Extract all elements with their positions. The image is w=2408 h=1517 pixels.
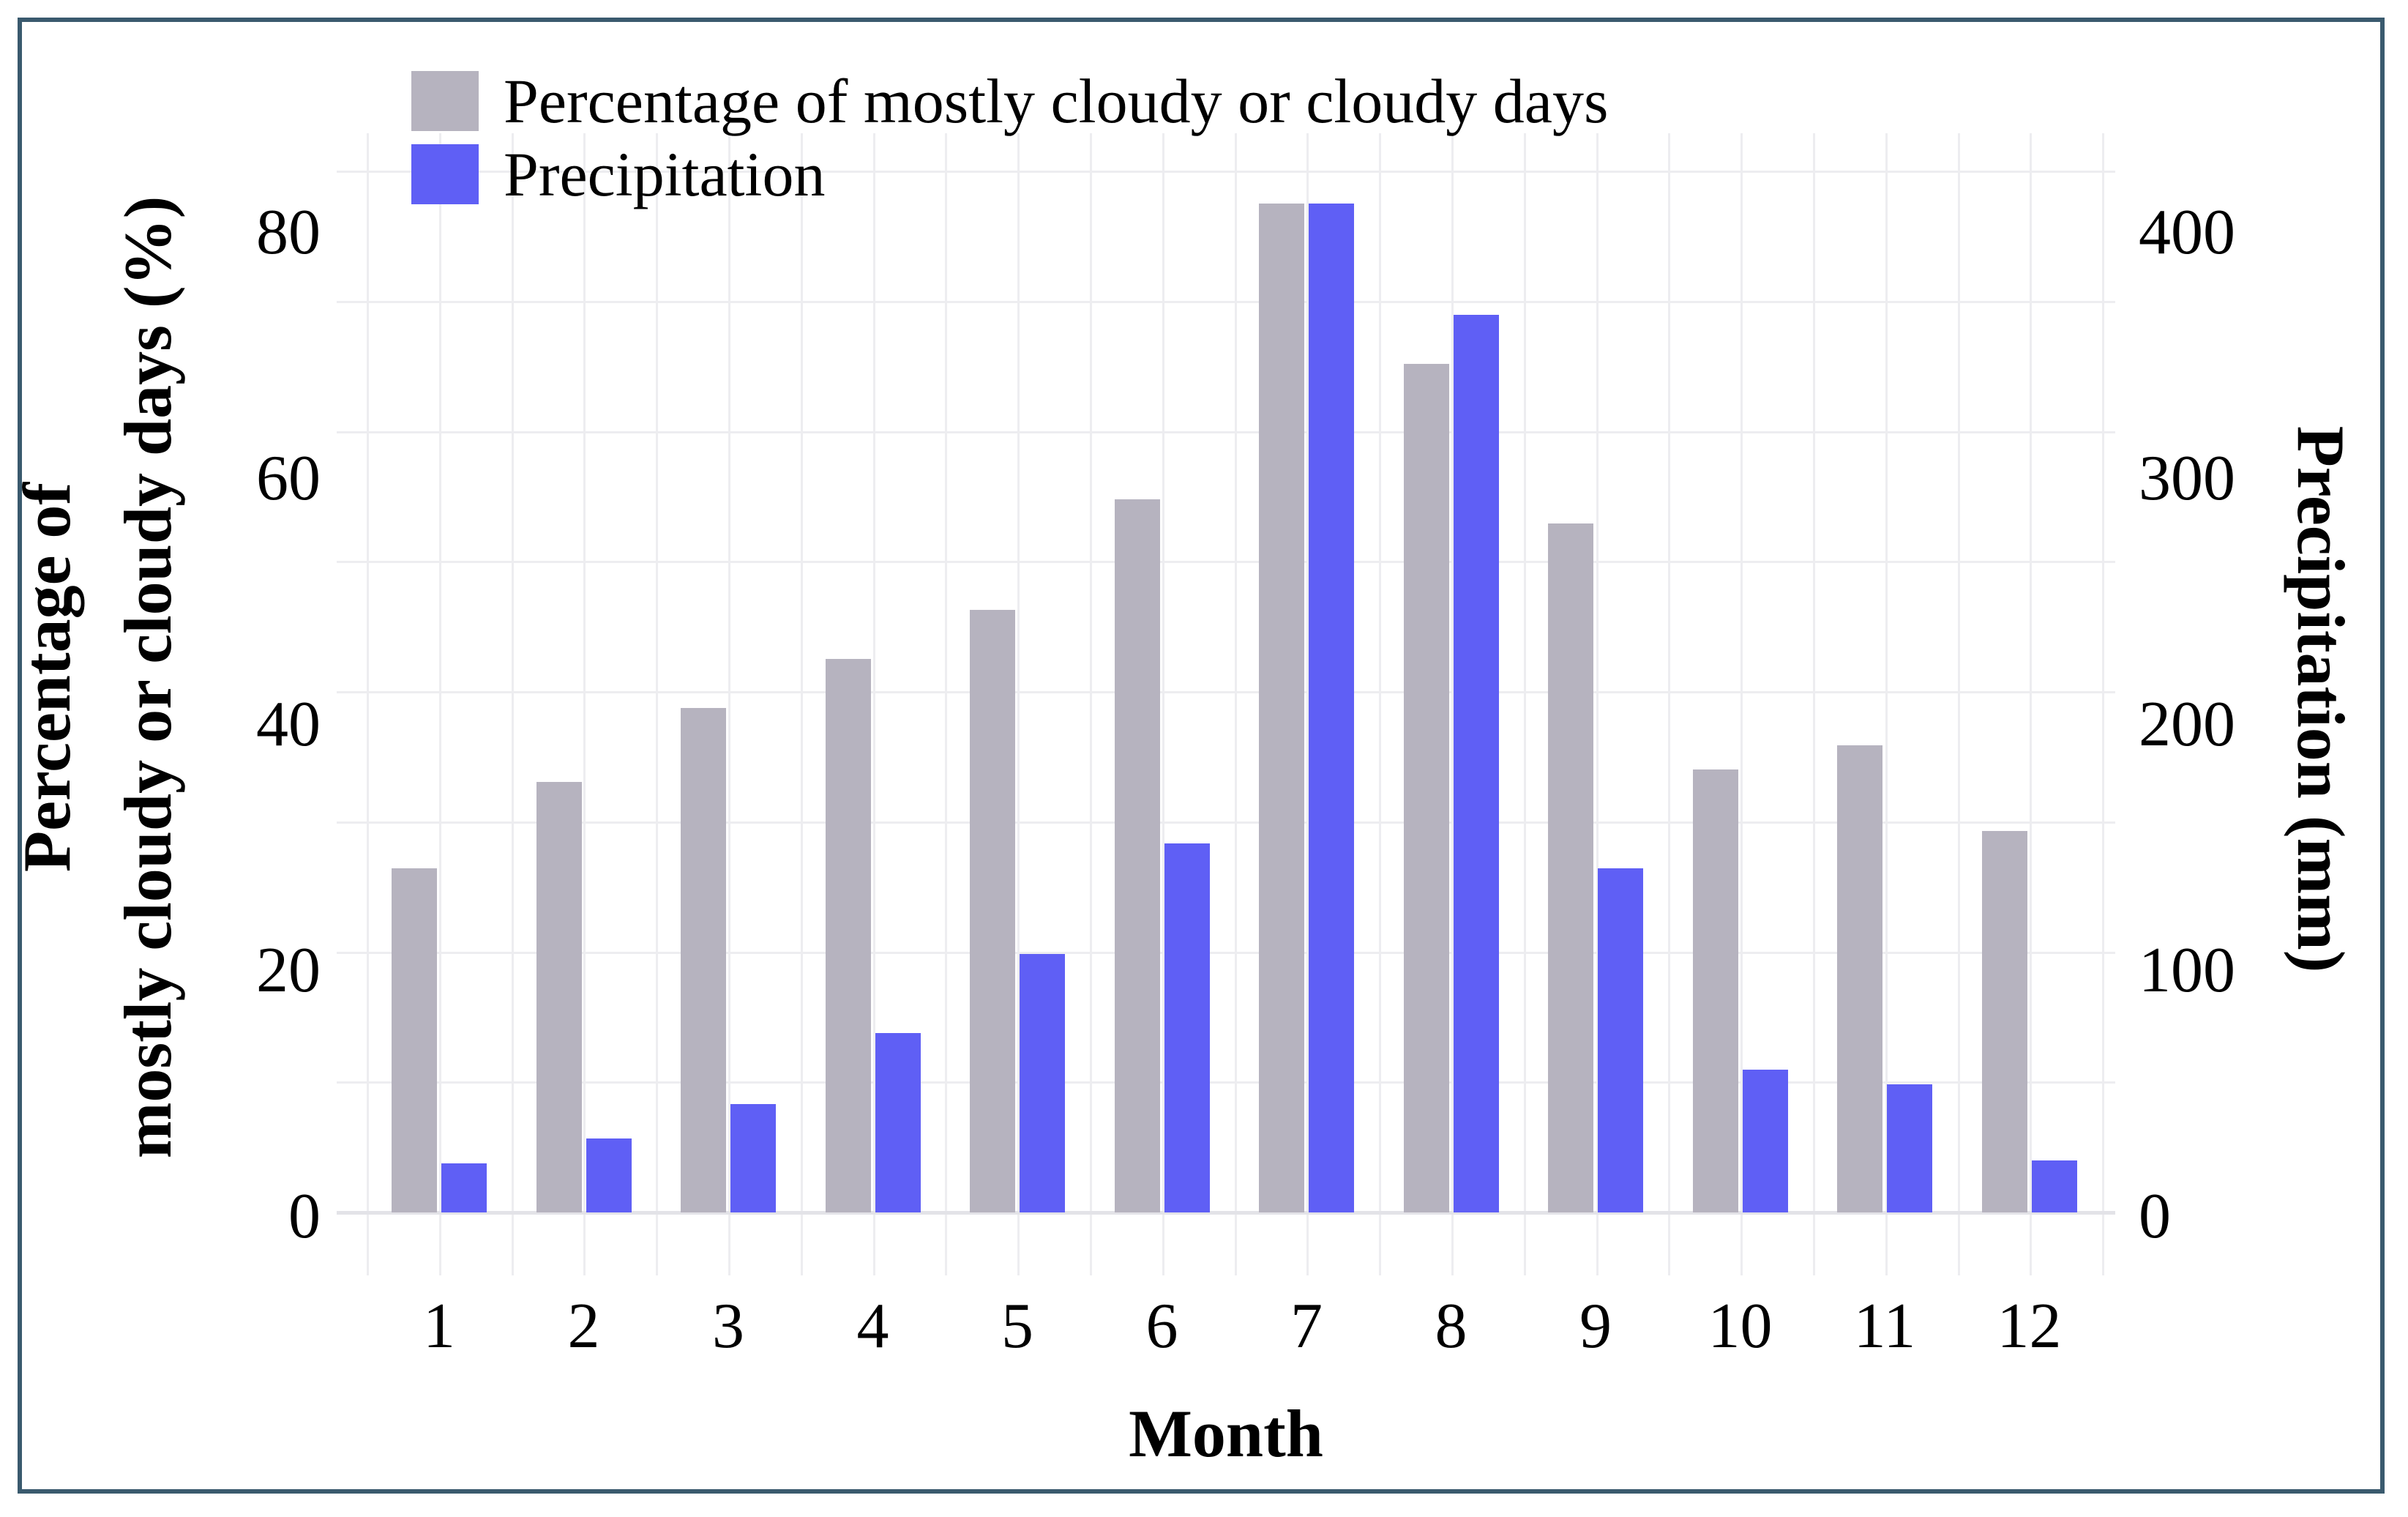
- grid-line-vertical: [1234, 133, 1237, 1275]
- grid-line-vertical: [1957, 133, 1960, 1275]
- x-tick-label-month-7: 7: [1290, 1291, 1323, 1362]
- bar-precipitation-month-1: [441, 1163, 487, 1212]
- grid-line-vertical: [800, 133, 803, 1275]
- right-axis-title: Precipitation (mm): [2284, 425, 2358, 973]
- grid-line-horizontal: [337, 951, 2115, 954]
- grid-line-vertical: [1885, 133, 1888, 1275]
- x-tick-label-month-11: 11: [1853, 1291, 1916, 1362]
- left-axis-title: Percentage of mostly cloudy or cloudy da…: [0, 128, 245, 1226]
- x-axis-baseline: [337, 1211, 2115, 1215]
- grid-line-horizontal: [337, 430, 2115, 433]
- grid-line-vertical: [1379, 133, 1382, 1275]
- left-axis-title-line2: mostly cloudy or cloudy days (%): [111, 195, 185, 1159]
- grid-line-vertical: [872, 133, 875, 1275]
- x-tick-label-month-9: 9: [1579, 1291, 1612, 1362]
- legend-swatch-cloudy-icon: [411, 71, 479, 131]
- grid-line-horizontal: [337, 171, 2115, 173]
- legend-item-precipitation: Precipitation: [411, 138, 1608, 211]
- legend-item-cloudy: Percentage of mostly cloudy or cloudy da…: [411, 64, 1608, 138]
- bar-precipitation-month-7: [1309, 204, 1354, 1212]
- left-axis-title-line1: Percentage of: [10, 482, 84, 873]
- x-tick-label-month-1: 1: [423, 1291, 455, 1362]
- bar-cloudy-month-6: [1114, 499, 1160, 1212]
- bar-precipitation-month-3: [730, 1104, 776, 1212]
- right-axis-tick-200: 200: [2139, 689, 2235, 760]
- x-tick-label-month-6: 6: [1145, 1291, 1178, 1362]
- x-tick-label-month-5: 5: [1001, 1291, 1033, 1362]
- x-tick-label-month-12: 12: [1997, 1291, 2062, 1362]
- grid-line-vertical: [583, 133, 586, 1275]
- right-axis-tick-0: 0: [2139, 1181, 2171, 1252]
- grid-line-vertical: [1596, 133, 1599, 1275]
- bar-cloudy-month-2: [536, 782, 582, 1212]
- grid-line-vertical: [1090, 133, 1092, 1275]
- bar-cloudy-month-3: [681, 708, 726, 1212]
- right-axis-tick-100: 100: [2139, 935, 2235, 1006]
- grid-line-vertical: [656, 133, 659, 1275]
- bar-precipitation-month-2: [586, 1138, 632, 1212]
- grid-line-vertical: [367, 133, 369, 1275]
- x-axis-title: Month: [1129, 1396, 1323, 1471]
- grid-line-horizontal: [337, 1081, 2115, 1084]
- x-tick-label-month-4: 4: [856, 1291, 889, 1362]
- bar-precipitation-month-8: [1453, 314, 1499, 1212]
- bar-precipitation-month-9: [1598, 868, 1643, 1212]
- x-tick-label-month-3: 3: [712, 1291, 744, 1362]
- grid-line-vertical: [1017, 133, 1020, 1275]
- bar-cloudy-month-9: [1548, 523, 1593, 1212]
- bar-cloudy-month-12: [1981, 831, 2027, 1212]
- grid-line-horizontal: [337, 691, 2115, 693]
- grid-line-vertical: [438, 133, 441, 1275]
- bar-precipitation-month-5: [1020, 954, 1065, 1212]
- right-axis-tick-300: 300: [2139, 443, 2235, 514]
- bar-precipitation-month-12: [2031, 1160, 2077, 1212]
- legend-label-cloudy: Percentage of mostly cloudy or cloudy da…: [504, 66, 1609, 136]
- bar-cloudy-month-1: [392, 868, 437, 1212]
- bar-precipitation-month-6: [1164, 843, 1210, 1212]
- legend-label-precipitation: Precipitation: [504, 139, 826, 209]
- bar-cloudy-month-4: [825, 659, 871, 1212]
- left-axis-tick-0: 0: [288, 1181, 321, 1252]
- bar-precipitation-month-11: [1887, 1084, 1932, 1212]
- grid-line-vertical: [1162, 133, 1164, 1275]
- grid-line-vertical: [945, 133, 948, 1275]
- grid-line-vertical: [1451, 133, 1454, 1275]
- legend: Percentage of mostly cloudy or cloudy da…: [411, 64, 1608, 211]
- bar-precipitation-month-10: [1742, 1070, 1788, 1212]
- bar-cloudy-month-5: [970, 609, 1015, 1212]
- grid-line-horizontal: [337, 561, 2115, 564]
- x-tick-label-month-2: 2: [567, 1291, 600, 1362]
- x-tick-label-month-8: 8: [1435, 1291, 1467, 1362]
- left-axis-tick-40: 40: [256, 689, 321, 760]
- left-axis-tick-20: 20: [256, 935, 321, 1006]
- bar-cloudy-month-11: [1837, 745, 1882, 1212]
- grid-line-vertical: [1740, 133, 1743, 1275]
- grid-line-vertical: [2030, 133, 2033, 1275]
- grid-line-vertical: [1306, 133, 1309, 1275]
- grid-line-vertical: [2102, 133, 2105, 1275]
- left-axis-tick-80: 80: [256, 197, 321, 268]
- legend-swatch-precipitation-icon: [411, 144, 479, 204]
- bar-precipitation-month-4: [875, 1032, 921, 1212]
- grid-line-vertical: [511, 133, 514, 1275]
- x-tick-label-month-10: 10: [1708, 1291, 1773, 1362]
- grid-line-vertical: [1813, 133, 1815, 1275]
- bar-cloudy-month-8: [1403, 363, 1449, 1212]
- bar-cloudy-month-7: [1259, 204, 1304, 1212]
- left-axis-tick-60: 60: [256, 443, 321, 514]
- grid-line-vertical: [1523, 133, 1526, 1275]
- grid-line-horizontal: [337, 300, 2115, 303]
- right-axis-tick-400: 400: [2139, 197, 2235, 268]
- grid-line-horizontal: [337, 821, 2115, 824]
- grid-line-vertical: [728, 133, 730, 1275]
- grid-line-vertical: [1668, 133, 1671, 1275]
- bar-cloudy-month-10: [1692, 769, 1738, 1212]
